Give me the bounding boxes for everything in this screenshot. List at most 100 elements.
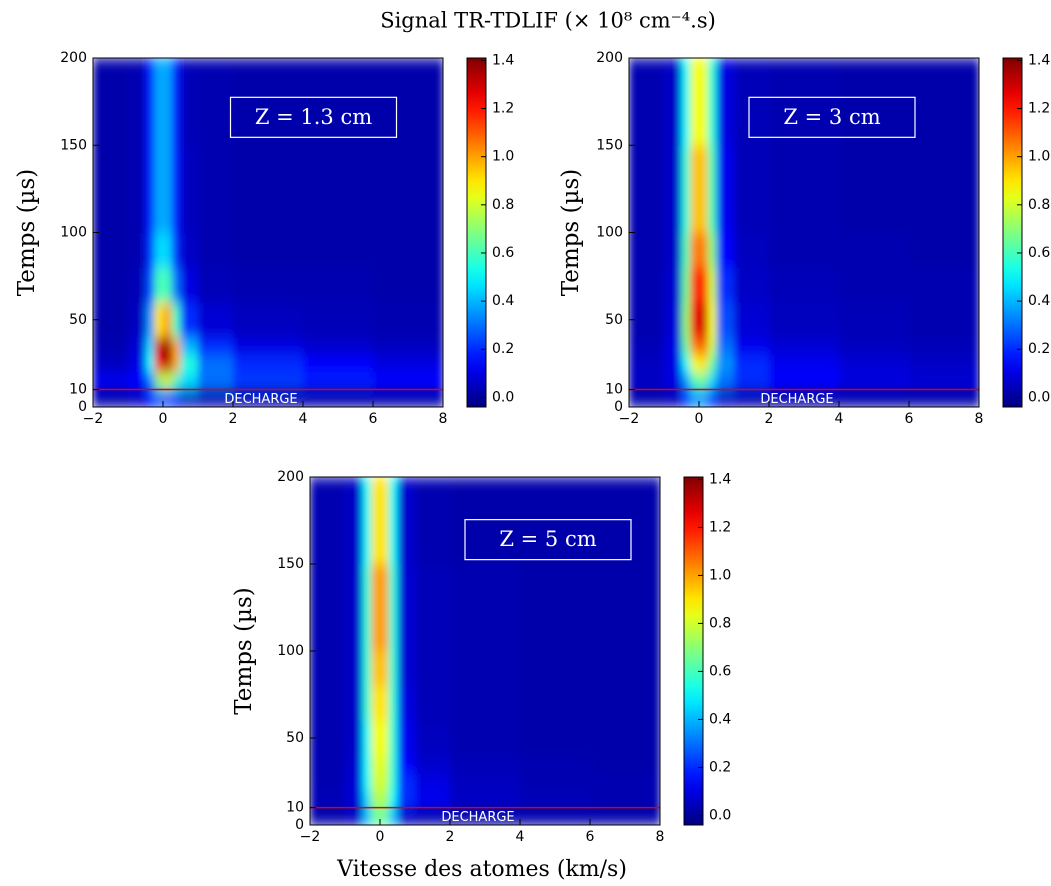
heat-cell <box>171 389 181 407</box>
heat-cell <box>233 372 304 391</box>
y-tick-label: 100 <box>277 643 304 659</box>
heat-cell <box>310 807 346 825</box>
heat-cell <box>373 58 443 146</box>
heat-cell <box>629 267 665 303</box>
heatmap-cells <box>93 58 443 407</box>
heat-cell <box>681 337 691 356</box>
heat-cell <box>681 302 691 338</box>
heat-cell <box>909 267 979 303</box>
heat-cell <box>371 772 381 791</box>
heat-cell <box>415 685 451 722</box>
heat-cell <box>180 232 199 268</box>
heat-cell <box>128 372 146 391</box>
heat-cell <box>716 58 735 146</box>
heat-cell <box>839 145 910 233</box>
y-tick-label: 50 <box>286 730 304 746</box>
x-tick-label: 2 <box>229 411 238 427</box>
heat-cell <box>590 720 660 756</box>
heat-cell <box>716 232 735 268</box>
heat-cell <box>716 302 735 338</box>
heat-cell <box>520 685 591 722</box>
heat-cell <box>303 302 374 338</box>
y-tick-label: 10 <box>605 382 623 398</box>
heat-cell <box>690 354 700 373</box>
heat-cell <box>145 302 155 338</box>
heat-cell <box>520 651 591 687</box>
heat-cell <box>380 477 390 565</box>
heat-cell <box>681 389 691 407</box>
heat-cell <box>345 755 363 774</box>
heat-cell <box>397 564 416 652</box>
heat-cell <box>93 58 129 146</box>
heat-cell <box>180 389 199 407</box>
y-tick-label: 100 <box>60 225 87 241</box>
heat-cell <box>664 389 682 407</box>
heat-cell <box>681 232 691 268</box>
y-tick-label: 200 <box>277 469 304 485</box>
heat-cell <box>664 372 682 391</box>
heat-cell <box>909 354 979 373</box>
heat-cell <box>590 564 660 652</box>
heat-cell <box>373 372 443 391</box>
heat-cell <box>362 685 372 722</box>
heat-cell <box>664 302 682 338</box>
x-axis-label: Vitesse des atomes (km/s) <box>336 857 627 882</box>
heat-cell <box>699 267 709 303</box>
heat-cell <box>163 58 173 146</box>
heat-cell <box>180 372 199 391</box>
heat-cell <box>128 302 146 338</box>
x-tick-label: 0 <box>376 829 385 845</box>
heat-cell <box>769 389 840 407</box>
heat-cell <box>690 267 700 303</box>
heat-cell <box>909 145 979 233</box>
heat-cell <box>707 302 717 338</box>
heat-cell <box>198 267 234 303</box>
heat-cell <box>171 267 181 303</box>
heat-cell <box>388 772 398 791</box>
heat-cell <box>590 790 660 809</box>
heat-cell <box>690 389 700 407</box>
heatmap <box>310 477 660 825</box>
heat-cell <box>145 145 155 233</box>
heat-cell <box>415 651 451 687</box>
heat-cell <box>371 651 381 687</box>
heat-cell <box>380 564 390 652</box>
heat-cell <box>664 267 682 303</box>
heat-cell <box>145 337 155 356</box>
heat-cell <box>180 337 199 356</box>
heat-cell <box>520 755 591 774</box>
heat-cell <box>171 372 181 391</box>
heat-cell <box>839 232 910 268</box>
y-tick-label: 10 <box>286 800 304 816</box>
heat-cell <box>180 58 199 146</box>
heat-cell <box>163 145 173 233</box>
heatmap-cells <box>310 477 660 825</box>
heat-cell <box>707 354 717 373</box>
heat-cell <box>734 372 770 391</box>
colorbar-tick-label: 1.4 <box>1028 52 1050 68</box>
heat-cell <box>415 720 451 756</box>
colorbar-tick-label: 0.8 <box>492 197 514 213</box>
heat-cell <box>734 58 770 146</box>
heat-cell <box>93 267 129 303</box>
heat-cell <box>198 389 234 407</box>
heat-cell <box>93 145 129 233</box>
heat-cell <box>198 354 234 373</box>
heat-cell <box>629 354 665 373</box>
heat-cell <box>520 477 591 565</box>
heat-cell <box>629 58 665 146</box>
heat-cell <box>839 372 910 391</box>
heat-cell <box>371 564 381 652</box>
heat-cell <box>303 337 374 356</box>
colorbar-tick-label: 1.2 <box>492 101 514 117</box>
heat-cell <box>180 267 199 303</box>
heat-cell <box>198 302 234 338</box>
heat-cell <box>664 145 682 233</box>
annotation-box <box>748 96 916 138</box>
y-tick-label: 200 <box>60 50 87 66</box>
colorbar <box>683 476 704 826</box>
heat-cell <box>388 564 398 652</box>
colorbar-tick-label: 0.6 <box>709 663 731 679</box>
heat-cell <box>163 354 173 373</box>
